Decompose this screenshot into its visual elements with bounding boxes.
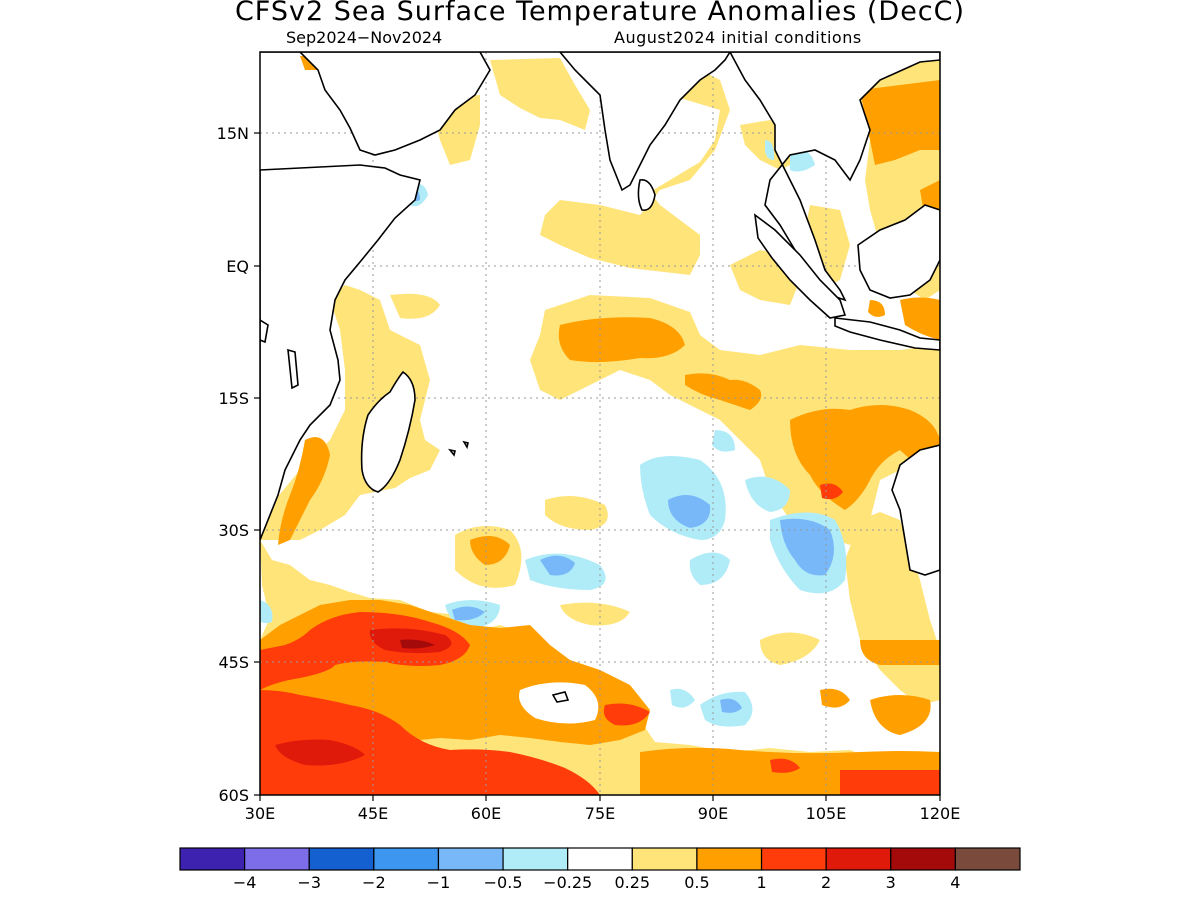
tick-marks [254,132,941,801]
colorbar-swatch [890,847,956,871]
colorbar-label: −2 [362,873,386,892]
australia-coast [891,444,940,576]
india-coast [558,52,731,192]
initial-conditions-label: August2024 initial conditions [614,28,862,47]
colorbar-swatch [631,847,698,871]
africa-arabia-coast [260,52,491,156]
anomaly-band-1-2 [260,483,940,795]
africa-east-coast [260,164,421,541]
colorbar: −4 −3 −2 −1 −0.5 −0.25 0.25 0.5 1 2 3 4 [179,847,1021,892]
sumatra-coast [753,213,847,319]
lat-label: EQ [226,257,249,276]
lon-label: 90E [698,804,728,823]
lat-label: 60S [218,786,249,805]
madagascar-coast [360,370,416,493]
lat-label: 15S [218,389,249,408]
anomaly-band-neg-0.5-1 [412,189,834,713]
anomaly-band-2-3 [275,628,452,766]
colorbar-label: 0.25 [614,873,650,892]
colorbar-label: −3 [297,873,321,892]
colorbar-label: −4 [233,873,257,892]
southeast-asia-coast [729,52,940,302]
coastlines [260,52,940,703]
java-coast [834,317,940,351]
colorbar-swatch [954,847,1021,871]
sri-lanka-coast [637,178,656,212]
lat-label: 30S [218,521,249,540]
lon-label: 105E [806,804,847,823]
colorbar-swatch [760,847,827,871]
colorbar-swatch [696,847,763,871]
colorbar-swatch [825,847,892,871]
lon-label: 75E [585,804,615,823]
anomaly-shading [260,55,940,795]
colorbar-label: 3 [886,873,896,892]
lon-label: 60E [471,804,501,823]
colorbar-swatch [179,847,246,871]
colorbar-swatch [502,847,569,871]
chart-title: CFSv2 Sea Surface Temperature Anomalies … [234,0,966,27]
anomaly-band-3-4 [400,639,435,649]
borneo-coast [857,204,940,299]
lon-label: 120E [920,804,961,823]
colorbar-label: 4 [950,873,960,892]
colorbar-swatch [437,847,504,871]
forecast-period: Sep2024−Nov2024 [286,28,443,47]
colorbar-swatch [567,847,633,871]
colorbar-label: 2 [821,873,831,892]
colorbar-swatch [244,847,310,871]
lat-label: 45S [218,653,249,672]
lat-label: 15N [217,124,249,143]
colorbar-label: 0.5 [684,873,709,892]
colorbar-swatch [308,847,375,871]
colorbar-label: −1 [427,873,451,892]
lon-label: 30E [245,804,275,823]
colorbar-label: −0.5 [484,873,523,892]
colorbar-label: 1 [756,873,766,892]
lon-label: 45E [358,804,388,823]
colorbar-swatch [373,847,440,871]
gridlines [260,52,940,795]
colorbar-label: −0.25 [543,873,592,892]
